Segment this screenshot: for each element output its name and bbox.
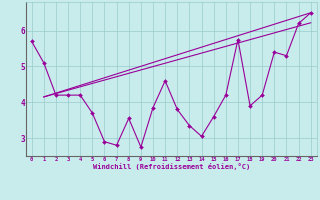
X-axis label: Windchill (Refroidissement éolien,°C): Windchill (Refroidissement éolien,°C) — [92, 163, 250, 170]
